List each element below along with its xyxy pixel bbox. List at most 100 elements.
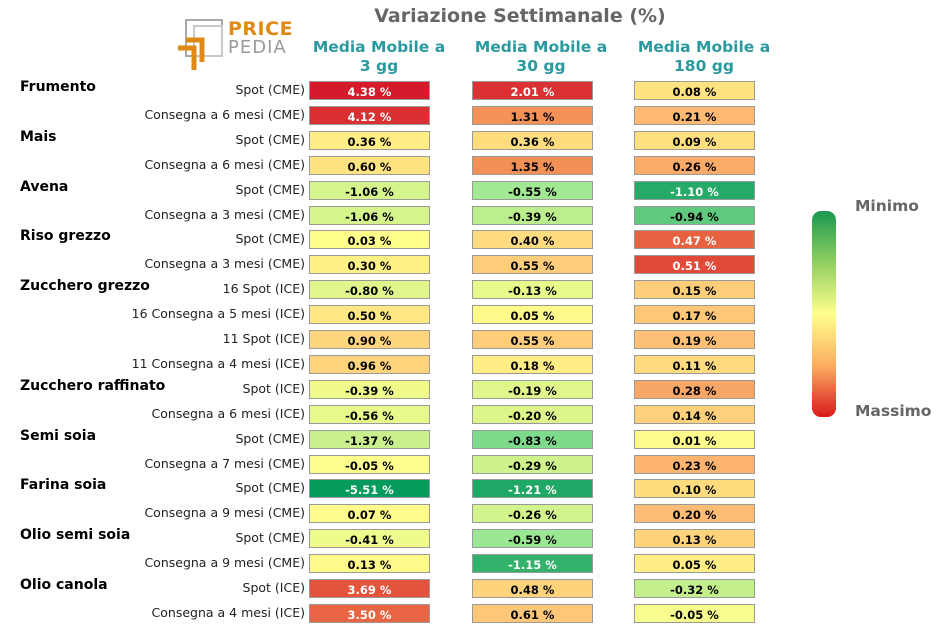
heatmap-cell: 0.07 % bbox=[309, 504, 430, 524]
column-header-line: Media Mobile a bbox=[312, 38, 446, 56]
heatmap-cell: 0.08 % bbox=[634, 81, 755, 100]
row-label: Consegna a 9 mesi (CME) bbox=[144, 505, 305, 521]
column-header-line: Media Mobile a bbox=[637, 38, 771, 56]
row-label: Consegna a 3 mesi (CME) bbox=[144, 256, 305, 272]
row-label: Spot (CME) bbox=[235, 231, 305, 247]
row-label: Spot (ICE) bbox=[242, 580, 305, 595]
row-label: Consegna a 7 mesi (CME) bbox=[144, 455, 305, 471]
heatmap-cell: 0.26 % bbox=[634, 155, 755, 175]
heatmap-cell: 0.14 % bbox=[634, 404, 755, 424]
heatmap-cell: 0.05 % bbox=[634, 554, 755, 574]
column-header-line: 180 gg bbox=[674, 57, 734, 75]
legend-max-label: Massimo bbox=[855, 402, 932, 420]
heatmap-cell: 1.31 % bbox=[472, 105, 593, 125]
heatmap-cell: 0.48 % bbox=[472, 579, 593, 598]
column-header-3: Media Mobile a 180 gg bbox=[614, 38, 794, 76]
heatmap-cell: 0.05 % bbox=[472, 305, 593, 325]
heatmap-cell: 0.13 % bbox=[309, 554, 430, 574]
row-label: 11 Consegna a 4 mesi (ICE) bbox=[131, 355, 305, 371]
heatmap-cell: -0.26 % bbox=[472, 504, 593, 524]
heatmap-cell: -0.55 % bbox=[472, 180, 593, 200]
heatmap-cell: -0.83 % bbox=[472, 429, 593, 449]
column-header-line: 30 gg bbox=[516, 57, 566, 75]
heatmap-cell: 0.15 % bbox=[634, 280, 755, 300]
row-label: Consegna a 3 mesi (CME) bbox=[144, 206, 305, 222]
row-label: Consegna a 6 mesi (CME) bbox=[144, 106, 305, 122]
heatmap-cell: -1.06 % bbox=[309, 205, 430, 225]
group-label: Mais bbox=[20, 128, 57, 145]
color-scale-bar bbox=[812, 211, 836, 417]
heatmap-cell: -0.32 % bbox=[634, 579, 755, 598]
heatmap-cell: -0.05 % bbox=[309, 454, 430, 474]
heatmap-cell: -0.39 % bbox=[309, 379, 430, 399]
heatmap-cell: 0.60 % bbox=[309, 155, 430, 175]
heatmap-cell: 2.01 % bbox=[472, 81, 593, 100]
heatmap-cell: 0.11 % bbox=[634, 354, 755, 374]
heatmap-cell: 0.40 % bbox=[472, 230, 593, 250]
column-header-line: Media Mobile a bbox=[474, 38, 608, 56]
group-label: Olio canola bbox=[20, 577, 108, 593]
heatmap-cell: -0.80 % bbox=[309, 280, 430, 300]
heatmap-cell: 0.10 % bbox=[634, 479, 755, 499]
group-label: Farina soia bbox=[20, 477, 107, 494]
heatmap-cell: 0.13 % bbox=[634, 529, 755, 549]
row-label: Consegna a 6 mesi (ICE) bbox=[151, 405, 305, 421]
heatmap-cell: -0.41 % bbox=[309, 529, 430, 549]
group-label: Semi soia bbox=[20, 427, 97, 444]
heatmap-cell: -5.51 % bbox=[309, 479, 430, 499]
pricepedia-logo: PRICE PEDIA bbox=[176, 18, 294, 72]
row-label: Spot (ICE) bbox=[242, 380, 305, 396]
heatmap-cell: 0.18 % bbox=[472, 354, 593, 374]
heatmap-cell: 0.23 % bbox=[634, 454, 755, 474]
heatmap-cell: 4.12 % bbox=[309, 105, 430, 125]
heatmap-cell: 0.28 % bbox=[634, 379, 755, 399]
group-label: Olio semi soia bbox=[20, 527, 131, 544]
heatmap-cell: 0.55 % bbox=[472, 330, 593, 349]
heatmap-cell: -0.20 % bbox=[472, 404, 593, 424]
row-label: Consegna a 6 mesi (CME) bbox=[144, 156, 305, 172]
heatmap-cell: 1.35 % bbox=[472, 155, 593, 175]
row-label: Spot (CME) bbox=[235, 530, 305, 546]
logo-price-text: PRICE bbox=[228, 18, 294, 40]
group-label: Zucchero grezzo bbox=[20, 278, 150, 295]
heatmap-cell: -0.05 % bbox=[634, 603, 755, 623]
heatmap-cell: -1.21 % bbox=[472, 479, 593, 499]
heatmap-cell: 0.47 % bbox=[634, 230, 755, 250]
heatmap-cell: 0.19 % bbox=[634, 330, 755, 349]
row-label: Spot (CME) bbox=[235, 131, 305, 147]
heatmap-cell: -0.29 % bbox=[472, 454, 593, 474]
group-label: Zucchero raffinato bbox=[20, 377, 166, 394]
heatmap-cell: -0.56 % bbox=[309, 404, 430, 424]
heatmap-cell: 0.51 % bbox=[634, 255, 755, 275]
heatmap-cell: -0.13 % bbox=[472, 280, 593, 300]
column-header-2: Media Mobile a 30 gg bbox=[451, 38, 631, 76]
heatmap-cell: 3.69 % bbox=[309, 579, 430, 598]
group-label: Riso grezzo bbox=[20, 228, 111, 245]
row-label: 11 Spot (ICE) bbox=[222, 331, 305, 346]
heatmap-cell: 0.01 % bbox=[634, 429, 755, 449]
heatmap-cell: 0.17 % bbox=[634, 305, 755, 325]
heatmap-cell: 0.50 % bbox=[309, 305, 430, 325]
column-header-line: 3 gg bbox=[359, 57, 399, 75]
heatmap-cell: 3.50 % bbox=[309, 603, 430, 623]
heatmap-cell: 0.61 % bbox=[472, 603, 593, 623]
heatmap-cell: -1.37 % bbox=[309, 429, 430, 449]
row-label: Spot (CME) bbox=[235, 82, 305, 97]
heatmap-cell: 4.38 % bbox=[309, 81, 430, 100]
chart-title: Variazione Settimanale (%) bbox=[374, 5, 666, 27]
row-label: Spot (CME) bbox=[235, 430, 305, 446]
heatmap-cell: -1.06 % bbox=[309, 180, 430, 200]
heatmap-cell: -1.15 % bbox=[472, 554, 593, 574]
logo-mark-icon bbox=[178, 19, 223, 70]
heatmap-cell: 0.36 % bbox=[472, 130, 593, 150]
heatmap-cell: 0.20 % bbox=[634, 504, 755, 524]
legend-min-label: Minimo bbox=[855, 197, 919, 215]
row-label: Spot (CME) bbox=[235, 480, 305, 496]
heatmap-cell: -1.10 % bbox=[634, 180, 755, 200]
heatmap-cell: -0.94 % bbox=[634, 205, 755, 225]
row-label: 16 Consegna a 5 mesi (ICE) bbox=[131, 306, 305, 322]
row-label: 16 Spot (ICE) bbox=[222, 281, 305, 297]
row-label: Consegna a 4 mesi (ICE) bbox=[151, 604, 305, 620]
